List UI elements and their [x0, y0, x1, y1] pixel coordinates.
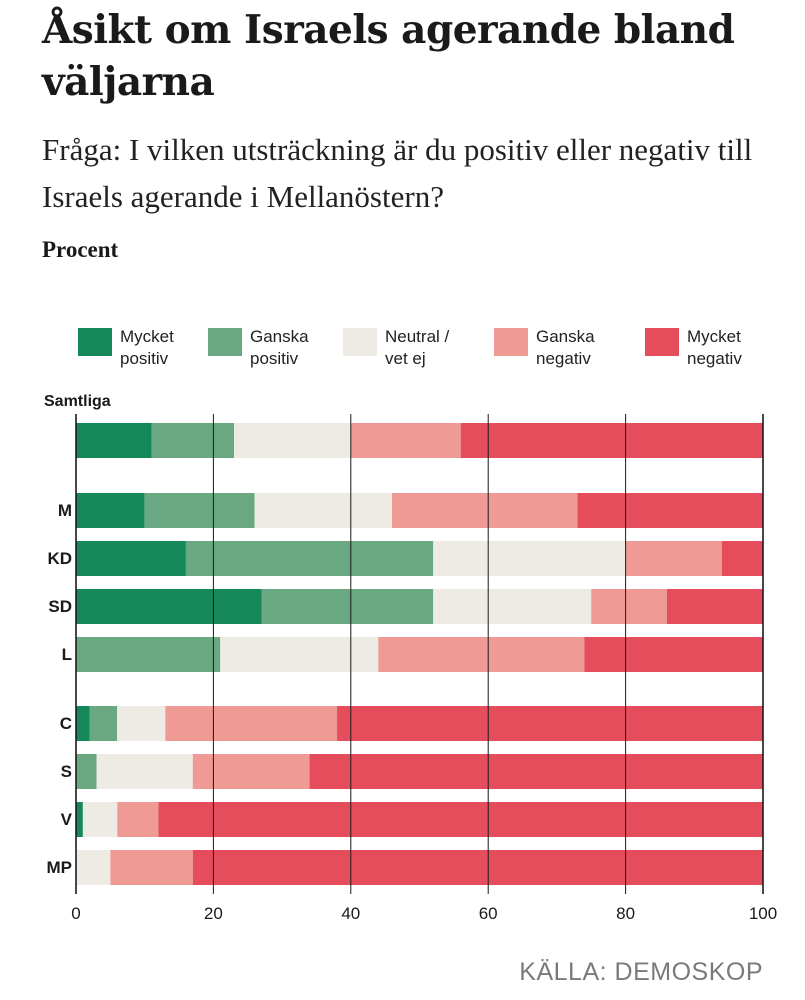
- bar-segment-l-3: [378, 637, 585, 672]
- bar-segment-c-2: [117, 706, 166, 741]
- bar-segment-m-4: [577, 493, 763, 528]
- legend-label: Mycket negativ: [687, 327, 742, 368]
- bar-segment-c-4: [337, 706, 763, 741]
- chart-subtitle: Fråga: I vilken utsträckning är du posit…: [42, 132, 753, 214]
- row-label-m: M: [57, 501, 72, 520]
- bar-segment-sd-4: [666, 589, 763, 624]
- legend-label: Ganska negativ: [536, 327, 595, 368]
- bar-segment-mp-2: [76, 850, 111, 885]
- bar-segment-s-2: [96, 754, 193, 789]
- bar-segment-samtliga-3: [350, 423, 461, 458]
- bar-segment-kd-4: [721, 541, 763, 576]
- row-label-c: C: [59, 714, 72, 733]
- bar-segment-l-1: [76, 637, 221, 672]
- legend-swatch: [78, 328, 112, 356]
- bar-segment-s-1: [76, 754, 97, 789]
- legend-swatch: [645, 328, 679, 356]
- unit-label: Procent: [42, 237, 119, 262]
- bar-segment-mp-4: [192, 850, 764, 885]
- legend-swatch: [343, 328, 377, 356]
- bar-segment-v-3: [117, 802, 159, 837]
- bar-segment-samtliga-4: [460, 423, 763, 458]
- bar-segment-samtliga-2: [234, 423, 351, 458]
- x-tick-label-0: 0: [71, 904, 81, 923]
- row-label-mp: MP: [46, 858, 73, 877]
- bar-segment-m-2: [254, 493, 393, 528]
- row-label-l: L: [61, 645, 72, 664]
- bar-segment-mp-3: [110, 850, 193, 885]
- row-label-sd: SD: [48, 597, 72, 616]
- x-tick-label-100: 100: [748, 904, 778, 923]
- x-tick-label-80: 80: [616, 904, 636, 923]
- bar-segment-kd-2: [433, 541, 626, 576]
- legend-swatch: [208, 328, 242, 356]
- bar-segment-v-0: [76, 802, 83, 837]
- x-tick-label-60: 60: [478, 904, 498, 923]
- bar-segment-kd-1: [185, 541, 434, 576]
- group-label-samtliga: Samtliga: [44, 393, 111, 410]
- bar-segment-s-3: [192, 754, 310, 789]
- bar-segment-l-2: [220, 637, 379, 672]
- x-tick-label-20: 20: [203, 904, 223, 923]
- legend-label: Ganska positiv: [250, 327, 309, 368]
- row-label-kd: KD: [47, 549, 72, 568]
- bar-segment-sd-0: [76, 589, 262, 624]
- bar-segment-sd-2: [433, 589, 592, 624]
- chart-title: Åsikt om Israels agerande bland väljarna: [42, 7, 735, 105]
- bar-segment-c-3: [165, 706, 338, 741]
- bar-segment-samtliga-0: [76, 423, 152, 458]
- bar-segment-sd-3: [591, 589, 667, 624]
- row-label-v: V: [60, 810, 72, 829]
- bar-segment-m-1: [144, 493, 255, 528]
- legend-swatch: [494, 328, 528, 356]
- bar-segment-c-1: [89, 706, 118, 741]
- bar-segment-m-3: [392, 493, 578, 528]
- bar-segment-c-0: [76, 706, 90, 741]
- bar-segment-v-4: [158, 802, 763, 837]
- bar-segment-kd-0: [76, 541, 186, 576]
- bar-segment-l-4: [584, 637, 763, 672]
- bar-segment-sd-1: [261, 589, 434, 624]
- legend-label: Mycket positiv: [120, 327, 174, 368]
- source-note: KÄLLA: DEMOSKOP: [519, 958, 763, 986]
- bar-segment-kd-3: [625, 541, 722, 576]
- bar-segment-s-4: [309, 754, 763, 789]
- legend-label: Neutral / vet ej: [385, 327, 450, 368]
- x-tick-label-40: 40: [341, 904, 361, 923]
- bar-segment-samtliga-1: [151, 423, 235, 458]
- bar-segment-m-0: [76, 493, 145, 528]
- row-label-s: S: [60, 762, 72, 781]
- bar-segment-v-2: [82, 802, 118, 837]
